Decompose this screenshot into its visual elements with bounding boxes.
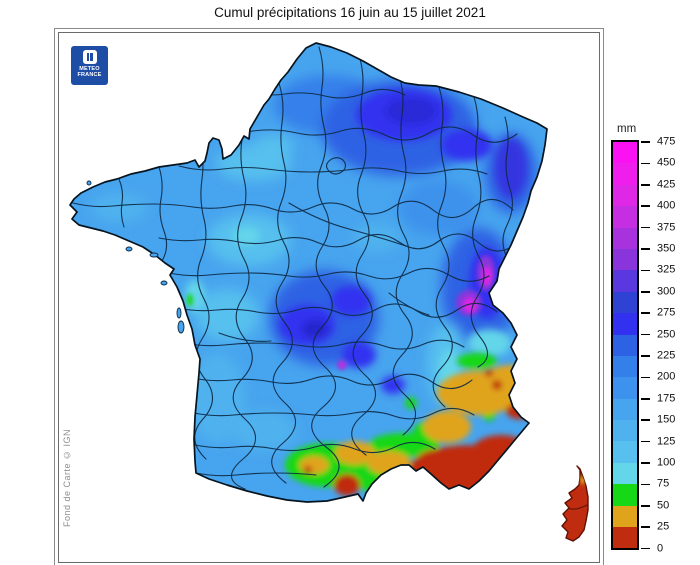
- legend-bar: [611, 140, 639, 551]
- legend-cell: [613, 398, 637, 421]
- legend-tick-label: 100: [657, 456, 676, 469]
- legend-cell: [613, 505, 637, 528]
- legend-cell: [613, 248, 637, 271]
- legend-tick-label: 400: [657, 199, 676, 212]
- legend-tick: [641, 505, 650, 507]
- legend-tick-label: 375: [657, 220, 676, 233]
- legend-tick: [641, 248, 650, 250]
- corsica: [561, 465, 589, 542]
- legend-tick: [641, 419, 650, 421]
- legend-unit-label: mm: [617, 123, 637, 135]
- legend-tick: [641, 291, 650, 293]
- legend-tick-label: 175: [657, 392, 676, 405]
- legend-cell: [613, 462, 637, 485]
- legend-cell: [613, 527, 637, 549]
- legend-cell: [613, 441, 637, 463]
- logo-line2: FRANCE: [77, 72, 102, 78]
- legend-tick: [641, 184, 650, 186]
- legend-cell: [613, 142, 637, 164]
- legend-tick-label: 0: [657, 541, 664, 554]
- department-boundaries: [72, 46, 520, 490]
- page-title: Cumul précipitations 16 juin au 15 juill…: [214, 5, 486, 20]
- legend-tick: [641, 333, 650, 336]
- legend-tick-label: 275: [657, 306, 676, 319]
- legend-cell: [613, 313, 637, 335]
- legend-cell: [613, 420, 637, 442]
- legend-tick: [641, 440, 650, 443]
- legend-tick-label: 25: [657, 520, 670, 533]
- legend-cell: [613, 484, 637, 506]
- legend-tick-label: 425: [657, 178, 676, 191]
- ile-de-france-boundary: [325, 157, 347, 175]
- legend-tick: [641, 205, 650, 207]
- legend-cell: [613, 206, 637, 228]
- legend-tick-label: 475: [657, 135, 676, 148]
- legend-tick: [641, 162, 650, 165]
- legend-tick: [641, 376, 650, 379]
- legend-cell: [613, 270, 637, 292]
- extreme-rain-spots: [187, 255, 495, 370]
- legend-tick-label: 50: [657, 499, 670, 512]
- legend-bar-wrap: 475 450 425 400 375 350 325 300 275 250 225 200 175 1…: [611, 135, 675, 554]
- legend-tick-label: 350: [657, 242, 676, 255]
- legend-tick-label: 450: [657, 156, 676, 169]
- legend-tick-label: 125: [657, 434, 676, 447]
- legend-tick: [641, 269, 650, 272]
- map-frame: METEO FRANCE Fond de Carte © IGN: [54, 28, 604, 565]
- map-attribution: Fond de Carte © IGN: [62, 429, 72, 528]
- legend-cell: [613, 184, 637, 207]
- color-scale-legend: mm 475 450 425 400 375 350 325 300 275 250 225 200 1…: [611, 123, 675, 554]
- legend-tick: [641, 398, 650, 400]
- legend-cell: [613, 355, 637, 378]
- legend-tick: [641, 462, 650, 464]
- legend-tick: [641, 526, 650, 528]
- legend-tick: [641, 141, 650, 143]
- logo-text: METEO FRANCE: [77, 66, 101, 78]
- legend-tick-label: 250: [657, 327, 676, 340]
- legend-tick: [641, 355, 650, 357]
- legend-tick-label: 225: [657, 349, 676, 362]
- legend-tick-label: 325: [657, 263, 676, 276]
- legend-cell: [613, 163, 637, 185]
- coastal-islands: [86, 180, 185, 334]
- legend-tick: [641, 483, 650, 486]
- legend-tick: [641, 226, 650, 229]
- france-coastline: [69, 42, 548, 503]
- meteo-france-logo: METEO FRANCE: [71, 46, 108, 85]
- legend-tick-label: 200: [657, 370, 676, 383]
- legend-tick-label: 75: [657, 477, 670, 490]
- legend-tick: [641, 547, 650, 550]
- legend-tick-label: 300: [657, 285, 676, 298]
- legend-cell: [613, 227, 637, 249]
- precipitation-field: [70, 43, 547, 502]
- legend-tick-label: 150: [657, 413, 676, 426]
- france-precipitation-map: [69, 42, 589, 542]
- legend-cell: [613, 291, 637, 314]
- high-rain-blobs: [185, 89, 527, 397]
- logo-line1: METEO: [79, 66, 100, 72]
- legend-tick: [641, 312, 650, 314]
- legend-cell: [613, 334, 637, 356]
- legend-cell: [613, 377, 637, 399]
- meteo-france-logo-icon: [82, 50, 97, 64]
